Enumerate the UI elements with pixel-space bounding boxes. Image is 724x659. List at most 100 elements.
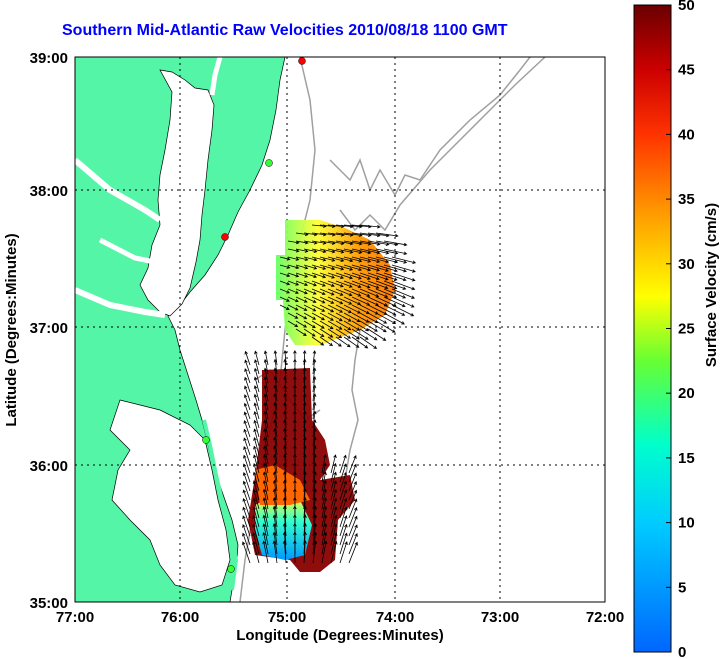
- velocity-arrow: [273, 401, 278, 420]
- velocity-arrow: [383, 280, 407, 290]
- velocity-arrow: [272, 471, 278, 492]
- velocity-arrow: [293, 540, 297, 564]
- velocity-arrow: [253, 419, 260, 438]
- velocity-arrow: [343, 328, 360, 340]
- velocity-arrow: [263, 402, 269, 420]
- velocity-arrow: [262, 479, 269, 501]
- velocity-arrow: [263, 367, 269, 384]
- station-marker: [298, 57, 306, 65]
- velocity-arrow: [383, 240, 408, 247]
- velocity-arrow: [330, 540, 338, 564]
- velocity-arrow: [335, 256, 354, 263]
- velocity-arrow: [311, 256, 327, 262]
- velocity-arrow: [295, 272, 309, 278]
- colorbar-tick-label: 35: [678, 191, 695, 208]
- velocity-arrow: [252, 497, 260, 519]
- velocity-arrow: [319, 328, 334, 338]
- velocity-arrow: [279, 304, 290, 310]
- velocity-arrow: [339, 541, 348, 564]
- velocity-arrow: [283, 350, 287, 366]
- velocity-arrow: [312, 401, 317, 420]
- velocity-arrow: [343, 264, 363, 272]
- velocity-arrow: [252, 514, 260, 537]
- velocity-arrow: [279, 272, 291, 278]
- velocity-arrow: [283, 367, 287, 384]
- velocity-arrow: [254, 359, 260, 375]
- velocity-arrow: [351, 296, 371, 306]
- velocity-arrow: [312, 376, 317, 393]
- velocity-arrow: [375, 312, 397, 324]
- colorbar-tick-label: 40: [678, 126, 695, 143]
- velocity-arrow: [319, 272, 336, 279]
- velocity-arrow: [375, 304, 397, 316]
- velocity-arrow: [243, 411, 251, 429]
- velocity-arrow: [263, 454, 269, 474]
- velocity-arrow: [348, 455, 357, 474]
- velocity-arrow: [273, 453, 278, 474]
- velocity-arrow: [295, 280, 309, 286]
- velocity-arrow: [303, 540, 307, 564]
- velocity-arrow: [321, 505, 328, 528]
- velocity-arrow: [263, 436, 269, 456]
- colorbar-tick-label: 15: [678, 450, 695, 467]
- velocity-arrow: [302, 384, 307, 402]
- velocity-arrow: [367, 264, 389, 272]
- velocity-arrow: [391, 264, 416, 273]
- velocity-arrow: [311, 288, 326, 296]
- velocity-arrow: [273, 410, 278, 429]
- velocity-arrow: [375, 280, 398, 290]
- velocity-arrow: [367, 272, 389, 281]
- velocity-arrow: [319, 336, 333, 347]
- velocity-arrow: [327, 312, 343, 322]
- velocity-arrow: [302, 401, 307, 420]
- river-delaware: [209, 57, 223, 96]
- velocity-arrow: [330, 471, 337, 492]
- velocity-arrow: [253, 437, 260, 456]
- velocity-arrow: [242, 506, 251, 528]
- velocity-arrow: [319, 240, 336, 245]
- velocity-arrow: [343, 240, 363, 246]
- velocity-arrow: [311, 296, 326, 304]
- velocity-arrow: [391, 272, 416, 282]
- velocity-arrow: [273, 376, 278, 393]
- velocity-arrow: [287, 304, 299, 311]
- velocity-arrow: [287, 312, 299, 319]
- colorbar-tick-label: 20: [678, 385, 695, 402]
- velocity-arrow: [295, 312, 308, 320]
- y-tick-label: 37:00: [30, 320, 68, 337]
- velocity-arrow: [243, 402, 251, 420]
- colorbar-tick-label: 10: [678, 515, 695, 532]
- velocity-arrow: [242, 472, 251, 492]
- velocity-arrow: [330, 488, 338, 510]
- velocity-arrow: [282, 531, 287, 555]
- velocity-arrow: [351, 288, 371, 297]
- river-james: [75, 287, 166, 318]
- velocity-arrow: [312, 410, 317, 429]
- velocity-arrow: [242, 489, 251, 510]
- velocity-arrow: [303, 264, 318, 270]
- velocity-arrow: [273, 427, 278, 447]
- velocity-arrow: [348, 489, 358, 510]
- velocity-arrow: [273, 445, 278, 465]
- velocity-arrow: [327, 296, 344, 305]
- velocity-arrow: [319, 256, 336, 262]
- velocity-arrow: [383, 248, 408, 256]
- velocity-arrow: [295, 304, 308, 311]
- velocity-arrow: [348, 463, 357, 483]
- velocity-arrow: [282, 540, 287, 564]
- velocity-arrow: [311, 304, 326, 312]
- velocity-arrow: [335, 320, 352, 331]
- velocity-arrow: [311, 272, 327, 279]
- x-axis-label: Longitude (Degrees:Minutes): [236, 627, 444, 644]
- velocity-arrow: [343, 320, 361, 331]
- velocity-arrow: [263, 358, 269, 375]
- velocity-arrow: [242, 532, 251, 555]
- velocity-arrow: [359, 264, 381, 272]
- velocity-arrow: [283, 410, 287, 429]
- velocity-arrow: [348, 481, 357, 501]
- velocity-arrow: [330, 497, 338, 519]
- velocity-arrow: [279, 280, 291, 286]
- colorbar-tick-label: 5: [678, 579, 686, 596]
- velocity-arrow: [253, 454, 260, 474]
- velocity-arrow: [339, 463, 347, 483]
